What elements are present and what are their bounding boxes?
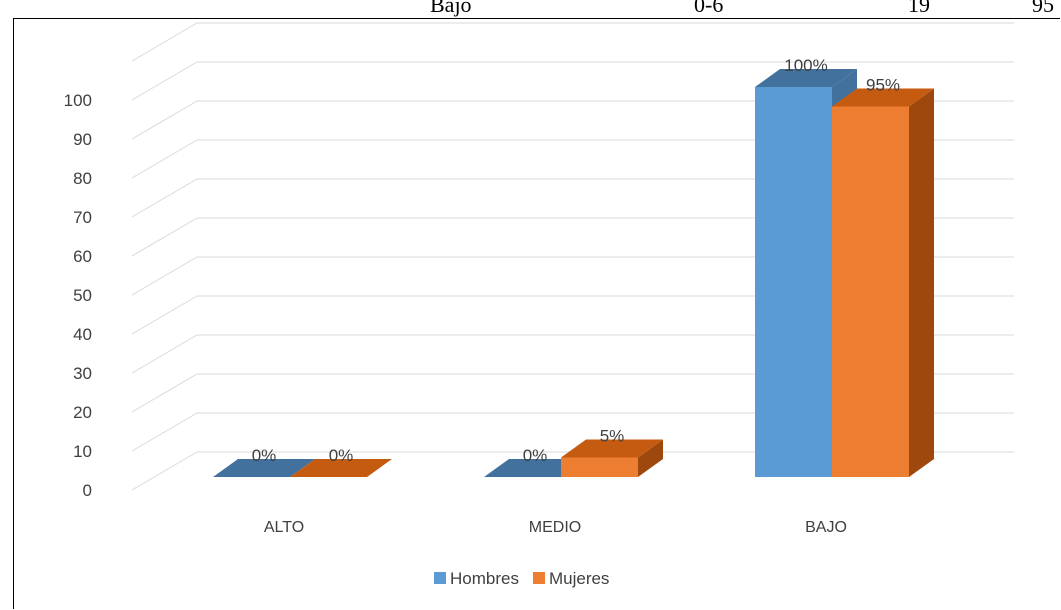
- data-label-hombres-bajo: 100%: [784, 56, 827, 75]
- chart-frame: [13, 18, 1060, 609]
- bar-mujeres-medio-side: [638, 439, 663, 477]
- document-table-fragment: Bajo 0-6 19 95: [0, 0, 1061, 18]
- gridline-diagonal-50: [131, 256, 198, 296]
- bar-hombres-medio-top: [484, 459, 586, 477]
- gridline-diagonal-70: [131, 178, 198, 218]
- gridline-diagonal-40: [131, 295, 198, 335]
- gridline-diagonal-10: [131, 412, 198, 452]
- doc-cell-count: 19: [908, 0, 930, 17]
- y-tick-label-30: 30: [73, 364, 92, 383]
- gridline-diagonal-100: [131, 61, 198, 101]
- y-tick-label-10: 10: [73, 442, 92, 461]
- bar-hombres-alto-top: [213, 459, 315, 477]
- bar-hombres-alto: [213, 459, 315, 477]
- y-tick-label-90: 90: [73, 130, 92, 149]
- doc-cell-range: 0-6: [694, 0, 724, 17]
- bar-mujeres-medio-front: [561, 457, 638, 477]
- gridline-diagonal-80: [131, 139, 198, 179]
- data-label-mujeres-medio: 5%: [600, 427, 625, 446]
- bar-mujeres-bajo: [832, 88, 934, 477]
- gridline-diagonal-30: [131, 334, 198, 374]
- legend-label-mujeres: Mujeres: [549, 569, 609, 588]
- legend: Hombres Mujeres: [434, 569, 609, 588]
- category-label-bajo: BAJO: [805, 519, 847, 536]
- data-label-hombres-alto: 0%: [252, 446, 277, 465]
- y-tick-label-70: 70: [73, 208, 92, 227]
- category-label-medio: MEDIO: [529, 519, 581, 536]
- y-tick-label-60: 60: [73, 247, 92, 266]
- data-labels: 0% 0% 0% 5% 100% 95%: [252, 56, 900, 465]
- x-axis-categories: ALTO MEDIO BAJO: [264, 519, 847, 536]
- bars: [213, 69, 934, 477]
- bar-mujeres-alto-top: [290, 459, 392, 477]
- y-tick-label-20: 20: [73, 403, 92, 422]
- y-tick-label-40: 40: [73, 325, 92, 344]
- bar-hombres-medio: [484, 459, 586, 477]
- y-tick-label-50: 50: [73, 286, 92, 305]
- gridline-diagonal-90: [131, 100, 198, 140]
- bar-mujeres-alto: [290, 459, 392, 477]
- y-tick-label-100: 100: [64, 91, 92, 110]
- data-label-mujeres-bajo: 95%: [866, 76, 900, 95]
- data-label-mujeres-alto: 0%: [329, 446, 354, 465]
- legend-item-hombres: Hombres: [434, 569, 519, 588]
- bar-hombres-bajo-top: [755, 69, 857, 87]
- y-tick-label-0: 0: [83, 481, 92, 500]
- y-axis-ticks: 0 10 20 30 40 50 60 70 80 90 100: [64, 91, 92, 500]
- bar-hombres-bajo-front: [755, 87, 832, 477]
- bar-mujeres-bajo-front: [832, 106, 909, 477]
- gridline-diagonal-60: [131, 217, 198, 257]
- data-label-hombres-medio: 0%: [523, 446, 548, 465]
- gridline-diagonal-0: [131, 451, 198, 491]
- legend-swatch-mujeres: [532, 572, 545, 584]
- bar-mujeres-medio-top: [561, 439, 663, 458]
- legend-swatch-hombres: [434, 572, 446, 584]
- category-label-alto: ALTO: [264, 519, 304, 536]
- bar-mujeres-bajo-side: [909, 88, 934, 477]
- bar-mujeres-bajo-top: [832, 88, 934, 107]
- y-tick-label-80: 80: [73, 169, 92, 188]
- gridline-diagonal-20: [131, 373, 198, 413]
- doc-cell-percent: 95: [1032, 0, 1054, 17]
- legend-label-hombres: Hombres: [450, 569, 519, 588]
- doc-cell-level: Bajo: [430, 0, 472, 17]
- bar-mujeres-medio: [561, 439, 663, 477]
- legend-item-mujeres: Mujeres: [532, 569, 609, 588]
- gridline-diagonal-top: [131, 22, 198, 62]
